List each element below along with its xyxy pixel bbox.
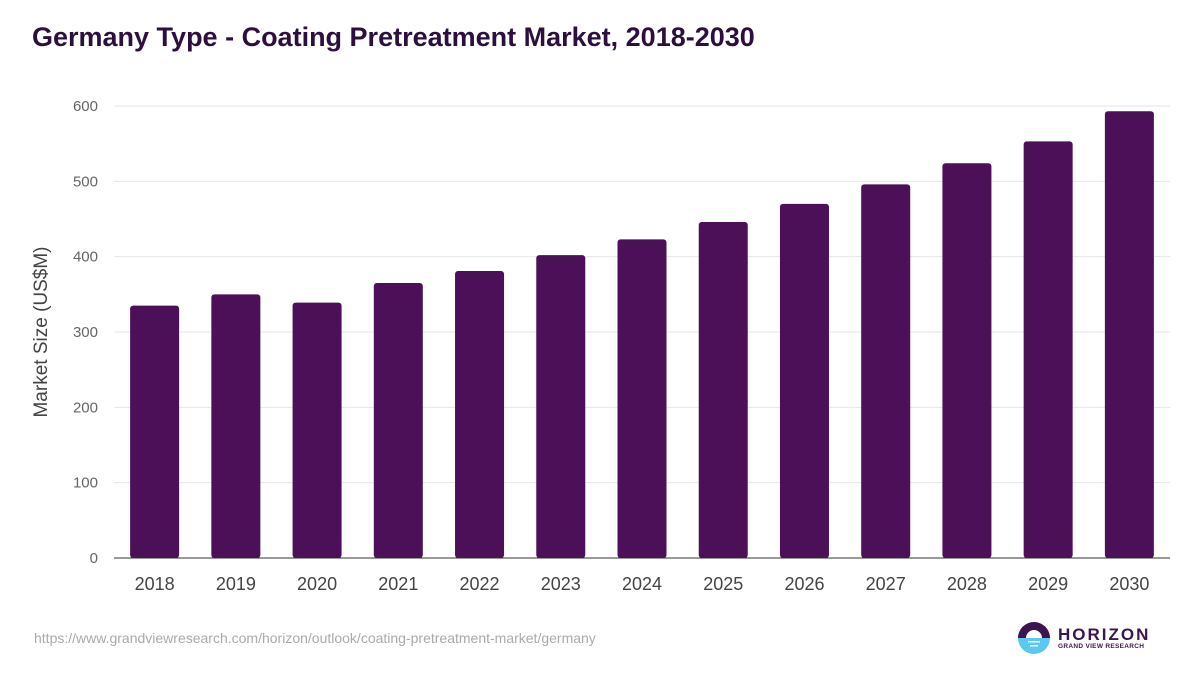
- y-axis-label: Market Size (US$M): [31, 246, 52, 417]
- y-tick-label: 0: [90, 550, 98, 567]
- bar-2018[interactable]: [130, 305, 180, 558]
- horizon-logo: HORIZON GRAND VIEW RESEARCH: [1018, 622, 1150, 654]
- y-tick-label: 400: [73, 249, 98, 266]
- x-tick-label: 2025: [703, 574, 743, 594]
- x-tick-label: 2023: [541, 574, 581, 594]
- x-tick-label: 2026: [784, 574, 824, 594]
- logo-name: HORIZON: [1058, 625, 1151, 644]
- y-tick-label: 300: [73, 324, 98, 341]
- y-tick-label: 200: [73, 399, 98, 416]
- x-tick-label: 2018: [135, 574, 175, 594]
- bar-2021[interactable]: [373, 283, 423, 558]
- y-tick-label: 100: [73, 475, 98, 492]
- bar-2028[interactable]: [942, 163, 992, 558]
- bar-2025[interactable]: [698, 222, 748, 558]
- x-tick-label: 2019: [216, 574, 256, 594]
- bar-2020[interactable]: [292, 302, 342, 558]
- bar-2023[interactable]: [536, 255, 586, 558]
- bar-2022[interactable]: [455, 270, 505, 558]
- x-tick-label: 2028: [947, 574, 987, 594]
- y-tick-label: 600: [73, 98, 98, 115]
- chart-title: Germany Type - Coating Pretreatment Mark…: [32, 22, 755, 52]
- x-tick-label: 2024: [622, 574, 662, 594]
- bar-2019[interactable]: [211, 294, 261, 558]
- x-tick-label: 2029: [1028, 574, 1068, 594]
- x-tick-label: 2021: [378, 574, 418, 594]
- source-url[interactable]: https://www.grandviewresearch.com/horizo…: [34, 630, 596, 646]
- horizon-logo-icon: [1018, 622, 1050, 654]
- x-tick-label: 2030: [1109, 574, 1149, 594]
- bar-2027[interactable]: [861, 184, 911, 558]
- y-tick-label: 500: [73, 173, 98, 190]
- x-tick-label: 2022: [460, 574, 500, 594]
- x-tick-label: 2020: [297, 574, 337, 594]
- bar-2024[interactable]: [617, 239, 667, 558]
- bar-2029[interactable]: [1023, 141, 1073, 558]
- bar-2030[interactable]: [1104, 111, 1154, 559]
- logo-tagline: GRAND VIEW RESEARCH: [1058, 643, 1145, 650]
- x-tick-label: 2027: [866, 574, 906, 594]
- bar-2026[interactable]: [779, 203, 829, 558]
